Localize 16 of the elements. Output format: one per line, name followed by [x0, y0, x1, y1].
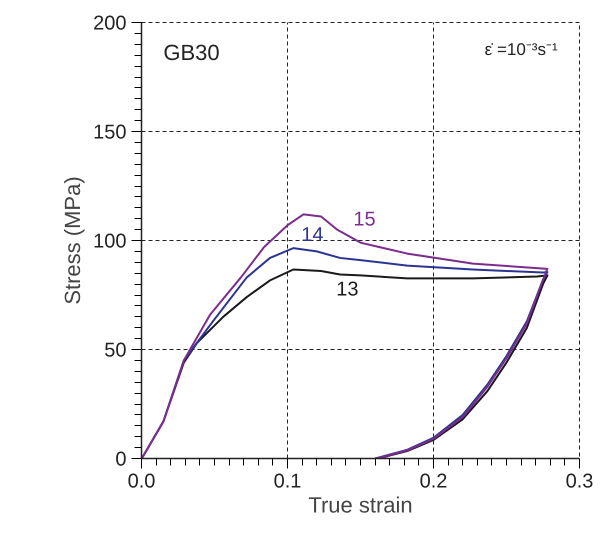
y-axis-title: Stress (MPa): [60, 176, 86, 305]
annotation: ε̇ =10⁻³s⁻¹: [484, 40, 558, 59]
annotation: GB30: [163, 40, 220, 65]
x-tick-label: 0.3: [566, 470, 594, 492]
y-tick-label: 200: [93, 12, 127, 34]
y-tick-label: 100: [93, 230, 127, 252]
x-tick-label: 0.2: [420, 470, 448, 492]
x-tick-label: 0.1: [274, 470, 302, 492]
series-label: 14: [301, 224, 324, 246]
y-tick-label: 150: [93, 122, 127, 144]
x-axis-title: True strain: [308, 492, 413, 518]
x-tick-label: 0.0: [128, 470, 156, 492]
y-tick-label: 50: [104, 340, 127, 362]
series-label: 13: [336, 278, 358, 300]
series-label: 15: [353, 208, 376, 230]
y-tick-label: 0: [115, 448, 126, 470]
